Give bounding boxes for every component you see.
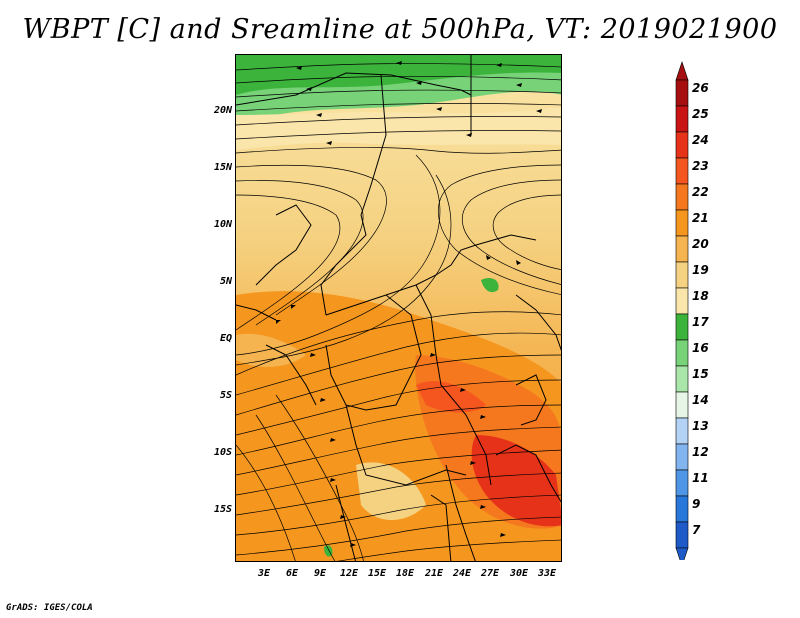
colorbar-segment bbox=[675, 495, 689, 523]
lon-label: 9E bbox=[313, 568, 327, 579]
lat-label: 15N bbox=[213, 162, 232, 173]
lon-label: 3E bbox=[257, 568, 271, 579]
lat-label: 20N bbox=[213, 105, 232, 116]
colorbar bbox=[675, 61, 689, 560]
colorbar-label: 7 bbox=[692, 523, 701, 537]
colorbar-segment bbox=[675, 313, 689, 341]
lon-label: 30E bbox=[509, 568, 529, 579]
cool-speck bbox=[481, 278, 499, 293]
colorbar-label: 21 bbox=[692, 211, 709, 225]
colorbar-segment bbox=[675, 365, 689, 393]
lat-label: EQ bbox=[219, 333, 232, 344]
lat-label: 15S bbox=[213, 504, 232, 515]
colorbar-label: 13 bbox=[692, 419, 709, 433]
pale-band bbox=[236, 107, 561, 150]
colorbar-label: 12 bbox=[692, 445, 709, 459]
colorbar-segment bbox=[675, 183, 689, 211]
colorbar-segment bbox=[675, 235, 689, 263]
cold-core-north bbox=[236, 55, 561, 95]
colorbar-label: 20 bbox=[692, 237, 709, 251]
lat-label: 10S bbox=[213, 447, 232, 458]
colorbar-bottom-arrow bbox=[675, 547, 689, 560]
lat-label: 10N bbox=[213, 219, 232, 230]
map-panel bbox=[235, 54, 562, 562]
colorbar-label: 17 bbox=[692, 315, 709, 329]
colorbar-top-arrow bbox=[675, 61, 689, 81]
colorbar-label: 11 bbox=[692, 471, 709, 485]
colorbar-segment bbox=[675, 157, 689, 185]
lon-label: 24E bbox=[452, 568, 472, 579]
lon-label: 21E bbox=[424, 568, 444, 579]
colorbar-segment bbox=[675, 261, 689, 289]
colorbar-label: 22 bbox=[692, 185, 709, 199]
lon-label: 15E bbox=[367, 568, 387, 579]
colorbar-label: 24 bbox=[692, 133, 709, 147]
lat-label: 5S bbox=[219, 390, 232, 401]
lon-label: 33E bbox=[537, 568, 557, 579]
streamline-arrows bbox=[276, 61, 542, 547]
colorbar-segments bbox=[675, 61, 689, 560]
colorbar-segment bbox=[675, 521, 689, 549]
lat-label: 5N bbox=[219, 276, 232, 287]
cool-speck bbox=[324, 545, 333, 557]
colorbar-segment bbox=[675, 339, 689, 367]
colorbar-segment bbox=[675, 287, 689, 315]
chart-title: WBPT [C] and Sreamline at 500hPa, VT: 20… bbox=[22, 14, 778, 45]
wbpt-streamline-map bbox=[236, 55, 561, 561]
lon-label: 6E bbox=[285, 568, 299, 579]
colorbar-segment bbox=[675, 105, 689, 133]
credit-text: GrADS: IGES/COLA bbox=[6, 603, 93, 613]
lon-label: 27E bbox=[480, 568, 500, 579]
hot-core bbox=[471, 435, 561, 527]
colorbar-label: 14 bbox=[692, 393, 709, 407]
colorbar-segment bbox=[675, 79, 689, 107]
lon-label: 12E bbox=[339, 568, 359, 579]
colorbar-segment bbox=[675, 131, 689, 159]
colorbar-label: 26 bbox=[692, 81, 709, 95]
colorbar-segment bbox=[675, 443, 689, 471]
colorbar-segment bbox=[675, 417, 689, 445]
colorbar-label: 19 bbox=[692, 263, 709, 277]
colorbar-label: 16 bbox=[692, 341, 709, 355]
colorbar-segment bbox=[675, 469, 689, 497]
streamlines bbox=[236, 63, 561, 561]
colorbar-label: 9 bbox=[692, 497, 701, 511]
colorbar-label: 25 bbox=[692, 107, 709, 121]
lon-label: 18E bbox=[395, 568, 415, 579]
colorbar-label: 18 bbox=[692, 289, 709, 303]
colorbar-segment bbox=[675, 391, 689, 419]
colorbar-label: 23 bbox=[692, 159, 709, 173]
colorbar-label: 15 bbox=[692, 367, 709, 381]
colorbar-segment bbox=[675, 209, 689, 237]
